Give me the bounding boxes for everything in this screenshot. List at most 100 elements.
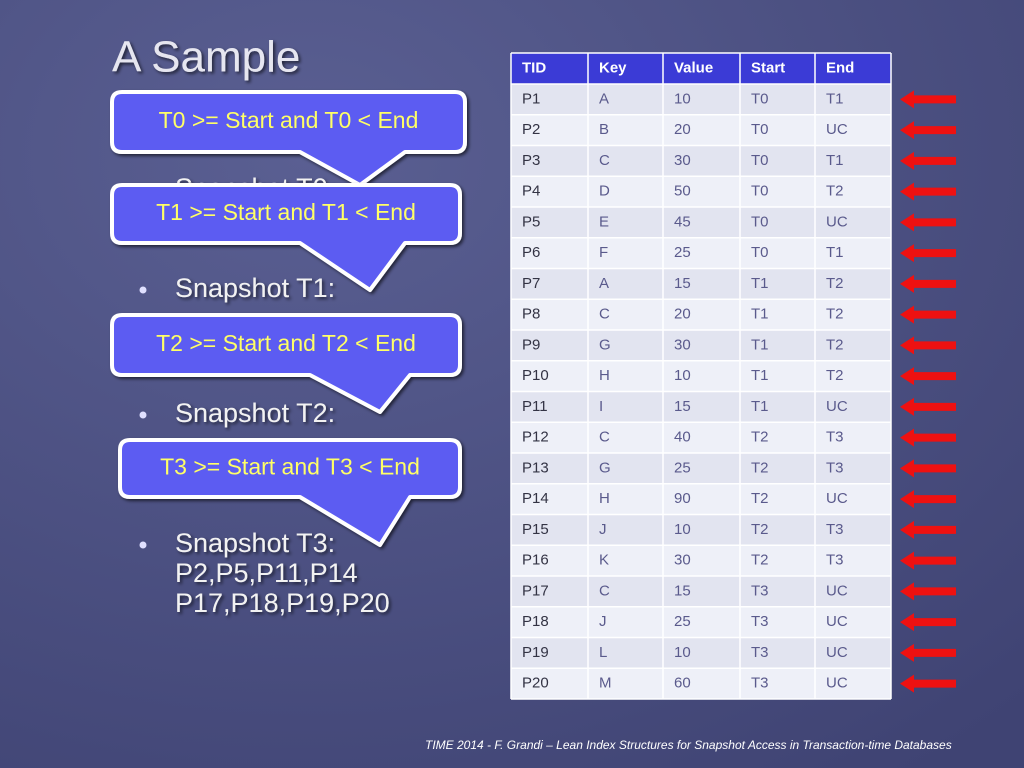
table-cell: C: [599, 429, 610, 446]
table-cell: T3: [751, 582, 769, 599]
bullet-text: P17,P18,P19,P20: [175, 588, 390, 618]
table-cell: T2: [751, 521, 769, 538]
table-cell: T2: [751, 459, 769, 476]
table-cell: T2: [826, 306, 844, 323]
callout-box: [110, 313, 462, 414]
table-cell: P19: [522, 644, 549, 661]
table-cell: T3: [826, 552, 844, 569]
table-cell: T0: [751, 90, 769, 107]
table-cell: T2: [751, 552, 769, 569]
row-arrow: [900, 520, 956, 539]
table-cell: 25: [674, 459, 691, 476]
table-row-bg: [511, 453, 891, 484]
table-row-bg: [511, 237, 891, 269]
table-cell: P14: [522, 490, 549, 507]
table-row-bg: [511, 84, 891, 115]
table-cell: P17: [522, 582, 549, 599]
callout-box: [110, 183, 462, 292]
table-cell: F: [599, 244, 608, 261]
row-arrow: [900, 428, 956, 447]
table-cell: T1: [826, 244, 844, 261]
table-row-bg: [511, 114, 891, 146]
table-row-bg: [511, 391, 891, 423]
row-arrow: [900, 336, 956, 355]
table-header-cell: Start: [751, 59, 785, 76]
callout-text: T1 >= Start and T1 < End: [156, 199, 416, 225]
table-row-bg: [511, 637, 891, 669]
table-row-bg: [511, 268, 891, 300]
table-cell: J: [599, 613, 607, 630]
table-cell: T0: [751, 244, 769, 261]
callout-text: T3 >= Start and T3 < End: [160, 454, 420, 480]
table-cell: T3: [751, 613, 769, 630]
table-cell: H: [599, 367, 610, 384]
row-arrow: [900, 397, 956, 416]
table-row-bg: [511, 422, 891, 453]
table-row-bg: [511, 483, 891, 515]
table-cell: I: [599, 398, 603, 415]
table-cell: UC: [826, 213, 848, 230]
table-row-bg: [511, 176, 891, 207]
table-cell: 15: [674, 398, 691, 415]
table-cell: T0: [751, 121, 769, 138]
table-cell: P10: [522, 367, 549, 384]
table-cell: K: [599, 552, 609, 569]
table-cell: T0: [751, 183, 769, 200]
table-row-bg: [511, 330, 891, 361]
table-cell: 15: [674, 582, 691, 599]
table-cell: P4: [522, 183, 540, 200]
footer: TIME 2014 - F. Grandi – Lean Index Struc…: [425, 738, 952, 752]
table-cell: G: [599, 459, 611, 476]
row-arrow: [900, 274, 956, 293]
table-cell: T1: [826, 152, 844, 169]
callout-text: T2 >= Start and T2 < End: [156, 330, 416, 356]
callout-box: [118, 438, 462, 547]
table-cell: T2: [826, 336, 844, 353]
row-arrow: [900, 674, 956, 693]
table-cell: J: [599, 521, 607, 538]
table-cell: 45: [674, 213, 691, 230]
table-cell: T0: [751, 152, 769, 169]
table-cell: D: [599, 183, 610, 200]
bullet-marker: [139, 541, 147, 549]
row-arrow: [900, 151, 956, 170]
table-cell: T3: [751, 644, 769, 661]
table-cell: T1: [751, 336, 769, 353]
row-arrow: [900, 490, 956, 509]
table-cell: A: [599, 90, 609, 107]
bullet-text: Snapshot T1:: [175, 273, 335, 303]
table-cell: L: [599, 644, 607, 661]
table-cell: T2: [826, 183, 844, 200]
table-cell: 15: [674, 275, 691, 292]
table-cell: T0: [751, 213, 769, 230]
table-cell: P13: [522, 459, 549, 476]
table-cell: M: [599, 675, 612, 692]
table-cell: T1: [751, 306, 769, 323]
table-header-cell: Value: [674, 59, 713, 76]
row-arrow: [900, 643, 956, 662]
row-arrow: [900, 613, 956, 632]
table-cell: P15: [522, 521, 549, 538]
table-header-bg: [511, 53, 891, 84]
table-cell: 60: [674, 675, 691, 692]
bullet-text: P2,P5,P11,P14: [175, 558, 358, 588]
table-cell: T3: [826, 459, 844, 476]
table-cell: T3: [826, 521, 844, 538]
table-cell: 10: [674, 644, 691, 661]
table-row-bg: [511, 668, 891, 699]
table-row-bg: [511, 514, 891, 546]
table-cell: T1: [826, 90, 844, 107]
table-row-bg: [511, 145, 891, 177]
table-header-cell: End: [826, 59, 854, 76]
slide-title: A Sample: [112, 33, 300, 82]
row-arrow: [900, 90, 956, 109]
table-cell: 30: [674, 552, 691, 569]
table-cell: P1: [522, 90, 540, 107]
table-cell: C: [599, 582, 610, 599]
table-cell: P5: [522, 213, 540, 230]
bullet-marker: [139, 286, 147, 294]
table-cell: T3: [751, 675, 769, 692]
table-cell: UC: [826, 644, 848, 661]
table-cell: UC: [826, 490, 848, 507]
